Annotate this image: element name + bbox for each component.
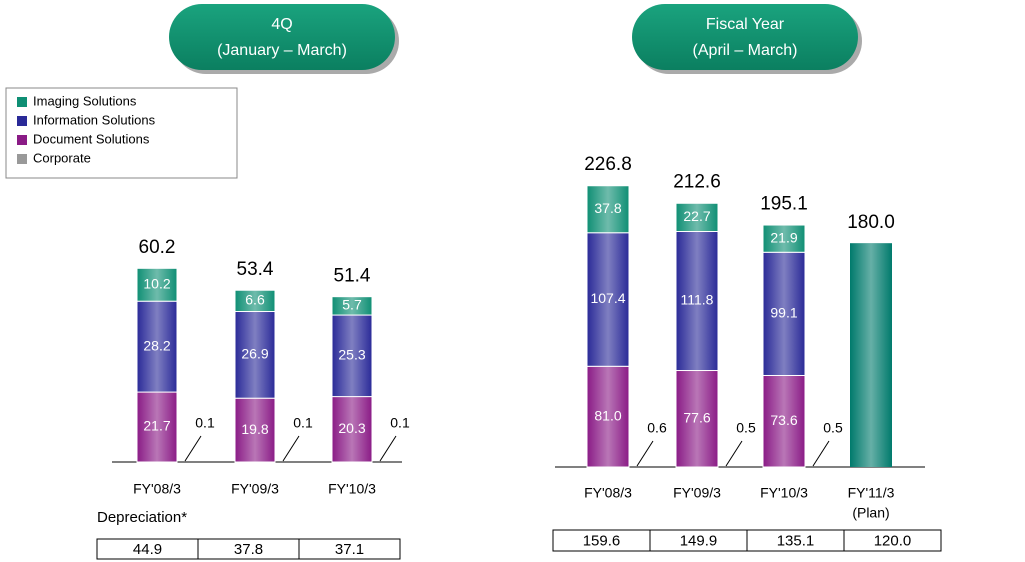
corporate-leader [184, 435, 202, 462]
x-tick-label: FY'10/3 [328, 481, 376, 497]
header-subtitle: (April – March) [693, 42, 798, 59]
segment-label: 19.8 [241, 421, 268, 437]
total-label: 226.8 [584, 154, 632, 175]
table-cell [843, 529, 942, 552]
corporate-label: 0.1 [390, 415, 410, 431]
bar-shine [235, 290, 275, 312]
corporate-label: 0.1 [293, 415, 313, 431]
segment-label: 81.0 [594, 407, 621, 423]
total-label: 195.1 [760, 193, 808, 214]
total-label: 51.4 [334, 265, 371, 286]
legend-swatch [17, 116, 27, 126]
segment-label: 10.2 [143, 275, 170, 291]
legend-swatch [17, 154, 27, 164]
header-pill [169, 4, 395, 70]
segment-label: 73.6 [770, 412, 797, 428]
bar-shine [137, 268, 177, 302]
legend-label: Document Solutions [33, 131, 150, 146]
x-tick-label: FY'11/3 [848, 485, 895, 501]
table-value: 37.8 [234, 541, 263, 558]
header-pill [632, 4, 858, 70]
table-value: 149.9 [680, 532, 718, 549]
plan-label: (Plan) [852, 505, 889, 521]
corporate-leader [379, 435, 397, 462]
table-value: 159.6 [583, 532, 621, 549]
legend-box [5, 87, 238, 179]
bar-shine [763, 225, 805, 253]
bar-shine [332, 315, 372, 397]
segment-label: 107.4 [590, 290, 625, 306]
bar-shine [235, 398, 275, 462]
table-value: 37.1 [335, 541, 364, 558]
total-label: 180.0 [847, 212, 895, 233]
bar-shine [235, 311, 275, 399]
table-value: 120.0 [874, 532, 912, 549]
bar-shine [332, 396, 372, 462]
segment-label: 6.6 [245, 292, 265, 308]
bar-shine [587, 232, 629, 367]
total-label: 60.2 [139, 237, 176, 258]
segment-label: 20.3 [338, 420, 365, 436]
legend-label: Imaging Solutions [33, 93, 137, 108]
segment-label: 111.8 [681, 292, 714, 308]
x-tick-label: FY'10/3 [760, 485, 808, 501]
x-tick-label: FY'08/3 [584, 485, 632, 501]
segment-label: 22.7 [683, 208, 710, 224]
total-label: 212.6 [673, 172, 721, 193]
bar-shine [850, 243, 892, 467]
bar-shine [332, 296, 372, 316]
corporate-leader [636, 440, 654, 467]
segment-label: 21.9 [770, 229, 797, 245]
segment-label: 28.2 [143, 337, 170, 353]
bar-shine [676, 231, 718, 371]
corporate-label: 0.1 [195, 415, 215, 431]
legend-label: Corporate [33, 150, 91, 165]
legend-label: Information Solutions [33, 112, 156, 127]
bar-shine [137, 301, 177, 393]
total-label: 53.4 [237, 259, 274, 280]
bar-shine [587, 366, 629, 467]
bar-shine [763, 252, 805, 376]
segment-label: 5.7 [342, 297, 362, 313]
segment-label: 21.7 [143, 418, 170, 434]
table-value: 44.9 [133, 541, 162, 558]
table-value: 135.1 [777, 532, 815, 549]
header-title: 4Q [271, 16, 292, 33]
corporate-label: 0.5 [823, 420, 843, 436]
bar-shine [587, 185, 629, 233]
x-tick-label: FY'08/3 [133, 481, 181, 497]
corporate-leader [282, 435, 300, 462]
bar-shine [763, 375, 805, 467]
segment-label: 37.8 [594, 200, 621, 216]
corporate-label: 0.5 [736, 420, 756, 436]
header-subtitle: (January – March) [217, 42, 347, 59]
table-cell [298, 538, 401, 560]
segment-label: 25.3 [338, 347, 365, 363]
corporate-leader [812, 440, 830, 467]
corporate-leader [725, 440, 743, 467]
header-title: Fiscal Year [706, 16, 785, 33]
bar-shine [137, 392, 177, 462]
segment-label: 77.6 [683, 409, 710, 425]
bar-shine [676, 370, 718, 467]
bar-shine [676, 203, 718, 232]
corporate-label: 0.6 [647, 420, 667, 436]
segment-label: 26.9 [241, 346, 268, 362]
table-label: Depreciation* [97, 509, 187, 526]
x-tick-label: FY'09/3 [231, 481, 279, 497]
legend-swatch [17, 97, 27, 107]
segment-label: 99.1 [770, 305, 797, 321]
x-tick-label: FY'09/3 [673, 485, 721, 501]
legend-swatch [17, 135, 27, 145]
